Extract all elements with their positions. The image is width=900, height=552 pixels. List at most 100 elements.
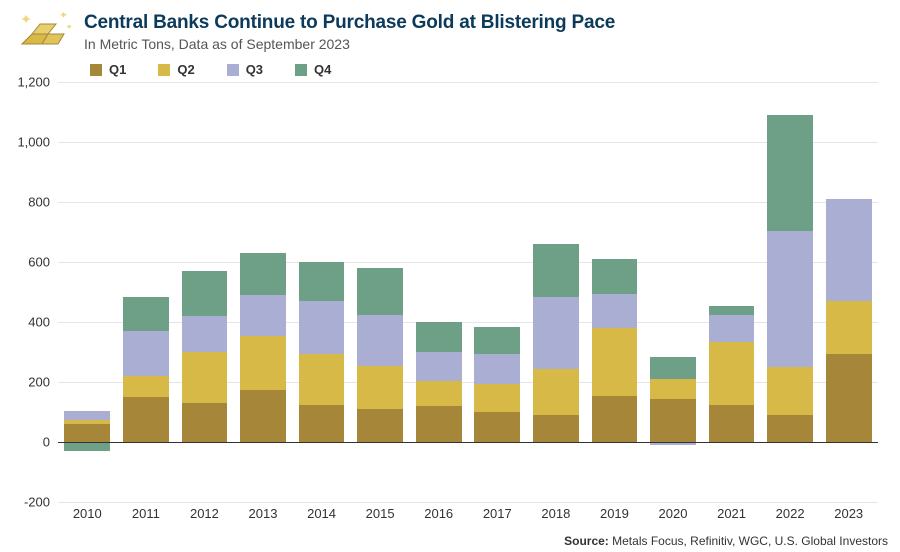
gridline [58, 502, 878, 503]
bar-segment-q1 [357, 409, 403, 442]
x-tick-label: 2010 [73, 506, 102, 521]
bar-segment-q4 [299, 262, 345, 301]
bar-group-2011 [123, 82, 169, 502]
bar-segment-q4 [592, 259, 638, 294]
bar-segment-q1 [64, 424, 110, 442]
legend-swatch [90, 64, 102, 76]
bar-segment-q2 [533, 369, 579, 416]
zero-baseline [58, 442, 878, 443]
bar-segment-q2 [123, 376, 169, 397]
gold-bars-icon [18, 10, 76, 50]
chart-header: Central Banks Continue to Purchase Gold … [18, 10, 615, 52]
bar-segment-q3 [240, 295, 286, 336]
bar-segment-q3 [709, 315, 755, 342]
legend-label: Q4 [314, 62, 331, 77]
x-axis-labels: 2010201120122013201420152016201720182019… [58, 506, 878, 524]
bar-segment-q3 [416, 352, 462, 381]
x-tick-label: 2020 [659, 506, 688, 521]
legend-swatch [295, 64, 307, 76]
bar-segment-q4 [64, 442, 110, 451]
bar-segment-q3 [123, 331, 169, 376]
bar-segment-q2 [474, 384, 520, 413]
bar-segment-q3 [533, 297, 579, 369]
x-tick-label: 2011 [132, 506, 160, 521]
source-text: Metals Focus, Refinitiv, WGC, U.S. Globa… [612, 534, 888, 548]
bar-group-2019 [592, 82, 638, 502]
legend-swatch [227, 64, 239, 76]
bar-segment-q3 [767, 231, 813, 368]
x-tick-label: 2018 [541, 506, 570, 521]
x-tick-label: 2019 [600, 506, 629, 521]
bar-segment-q1 [709, 405, 755, 443]
legend-swatch [158, 64, 170, 76]
bar-segment-q4 [357, 268, 403, 315]
bar-group-2022 [767, 82, 813, 502]
y-tick-label: 600 [28, 255, 50, 270]
legend-label: Q3 [246, 62, 263, 77]
bar-segment-q1 [240, 390, 286, 443]
y-tick-label: -200 [24, 495, 50, 510]
bar-segment-q1 [416, 406, 462, 442]
bar-segment-q1 [592, 396, 638, 443]
bar-segment-q3 [474, 354, 520, 384]
bar-segment-q1 [474, 412, 520, 442]
chart-legend: Q1 Q2 Q3 Q4 [90, 62, 331, 77]
x-tick-label: 2022 [776, 506, 805, 521]
bar-segment-q3 [592, 294, 638, 329]
bar-segment-q3 [357, 315, 403, 366]
y-tick-label: 400 [28, 315, 50, 330]
source-line: Source: Metals Focus, Refinitiv, WGC, U.… [564, 534, 888, 548]
y-tick-label: 200 [28, 375, 50, 390]
bar-segment-q2 [240, 336, 286, 390]
bar-group-2010 [64, 82, 110, 502]
legend-item-q4: Q4 [295, 62, 331, 77]
chart-plot-area: -20002004006008001,0001,200 [58, 82, 878, 502]
bar-segment-q4 [123, 297, 169, 332]
y-tick-label: 1,200 [17, 75, 50, 90]
bar-group-2015 [357, 82, 403, 502]
bar-segment-q4 [240, 253, 286, 295]
bar-segment-q1 [123, 397, 169, 442]
bar-group-2014 [299, 82, 345, 502]
bar-segment-q4 [533, 244, 579, 297]
bar-segment-q2 [64, 420, 110, 425]
legend-item-q1: Q1 [90, 62, 126, 77]
bar-group-2016 [416, 82, 462, 502]
bar-segment-q4 [709, 306, 755, 315]
legend-item-q3: Q3 [227, 62, 263, 77]
x-tick-label: 2016 [424, 506, 453, 521]
bar-segment-q4 [182, 271, 228, 316]
bar-segment-q1 [182, 403, 228, 442]
legend-label: Q1 [109, 62, 126, 77]
x-tick-label: 2021 [717, 506, 746, 521]
bar-segment-q1 [767, 415, 813, 442]
bar-group-2013 [240, 82, 286, 502]
chart-subtitle: In Metric Tons, Data as of September 202… [84, 36, 615, 52]
bar-segment-q2 [650, 379, 696, 399]
source-label: Source: [564, 534, 609, 548]
bar-segment-q3 [182, 316, 228, 352]
legend-label: Q2 [177, 62, 194, 77]
bar-group-2018 [533, 82, 579, 502]
y-tick-label: 0 [43, 435, 50, 450]
bar-segment-q2 [182, 352, 228, 403]
bar-segment-q1 [299, 405, 345, 443]
bar-segment-q2 [416, 381, 462, 407]
x-tick-label: 2017 [483, 506, 512, 521]
bar-segment-q2 [767, 367, 813, 415]
bar-segment-q4 [767, 115, 813, 231]
bar-group-2017 [474, 82, 520, 502]
bar-segment-q2 [709, 342, 755, 405]
bar-group-2012 [182, 82, 228, 502]
bar-segment-q1 [826, 354, 872, 443]
x-tick-label: 2012 [190, 506, 219, 521]
x-tick-label: 2015 [366, 506, 395, 521]
x-tick-label: 2023 [834, 506, 863, 521]
bar-segment-q3 [826, 199, 872, 301]
bar-segment-q2 [357, 366, 403, 410]
bar-segment-q3 [299, 301, 345, 354]
bar-segment-q1 [650, 399, 696, 443]
x-tick-label: 2013 [249, 506, 278, 521]
bar-segment-q1 [533, 415, 579, 442]
bar-segment-q2 [592, 328, 638, 396]
